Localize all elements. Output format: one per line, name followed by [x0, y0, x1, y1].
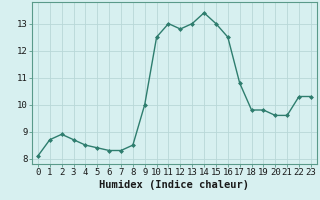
X-axis label: Humidex (Indice chaleur): Humidex (Indice chaleur) [100, 180, 249, 190]
